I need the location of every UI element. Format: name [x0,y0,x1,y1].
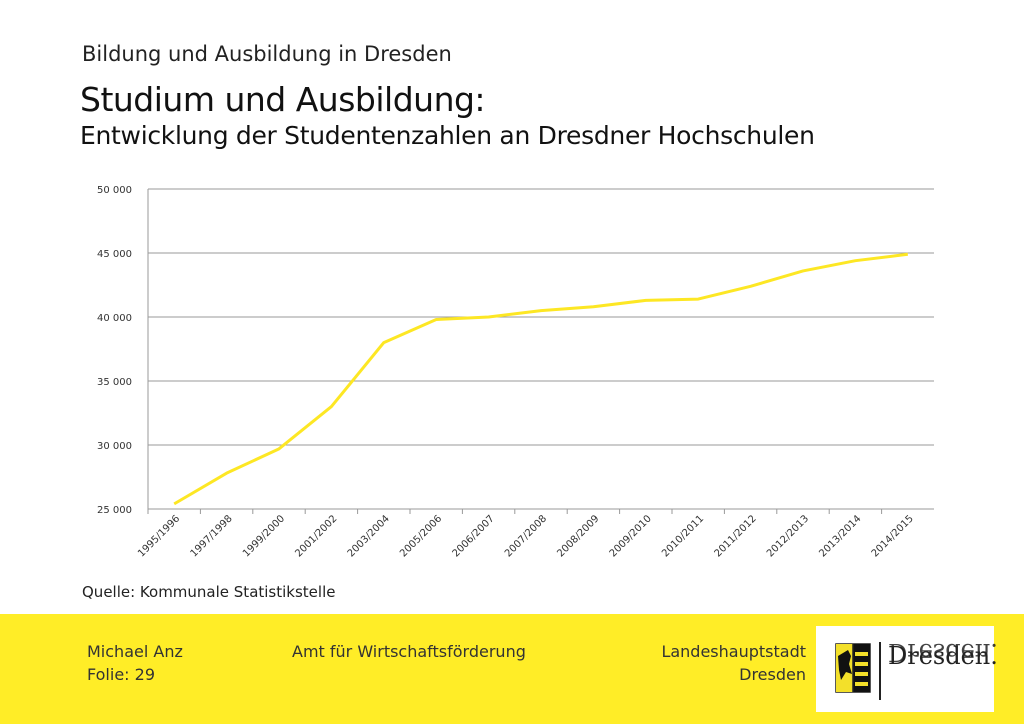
x-tick-label: 2006/2007 [451,513,497,559]
dresden-logo: Dresden. Dresden. [816,626,998,712]
x-tick-label: 2011/2012 [713,513,759,559]
y-tick-label: 40 000 [97,313,132,324]
footer-author: Michael Anz [87,642,183,661]
x-tick-label: 2005/2006 [398,513,444,559]
y-tick-label: 30 000 [97,441,132,452]
logo-wordmark-mirror: Dresden. [888,638,998,666]
y-tick-label: 45 000 [97,249,132,260]
x-tick-label: 1997/1998 [189,513,235,559]
x-tick-label: 2003/2004 [346,513,392,559]
coat-of-arms-icon [835,643,871,693]
x-tick-label: 2009/2010 [608,513,654,559]
x-tick-label: 2014/2015 [870,513,916,559]
x-tick-label: 2007/2008 [503,513,549,559]
y-tick-label: 50 000 [97,185,132,196]
line-chart: 25 000 30 000 35 000 40 000 45 000 50 000 199… [97,185,934,560]
logo-wordmark: Dresden. [888,642,998,670]
x-tick-label: 1999/2000 [241,513,287,559]
footer-city-line2: Dresden [739,665,806,684]
axis [147,189,883,514]
y-tick-labels: 25 000 30 000 35 000 40 000 45 000 50 000 [97,185,132,516]
source-note: Quelle: Kommunale Statistikstelle [82,583,336,601]
x-tick-label: 2008/2009 [555,513,601,559]
series-line [173,252,908,506]
footer-slide-number: Folie: 29 [87,665,155,684]
y-tick-label: 25 000 [97,505,132,516]
logo-divider [879,642,881,700]
x-tick-label: 2012/2013 [765,513,811,559]
footer-city-line1: Landeshauptstadt [661,642,806,661]
series-lines [173,252,908,506]
header-kicker: Bildung und Ausbildung in Dresden [82,42,452,66]
grid-lines [148,188,934,510]
footer-bar: Michael Anz Folie: 29 Amt für Wirtschaft… [0,614,1024,724]
x-tick-label: 2001/2002 [293,513,339,559]
y-tick-label: 35 000 [97,377,132,388]
footer-department: Amt für Wirtschaftsförderung [292,642,526,661]
x-tick-labels: 1995/1996 1997/1998 1999/2000 2001/2002 2003… [136,513,916,559]
x-tick-label: 2010/2011 [660,513,706,559]
x-tick-label: 2013/2014 [817,513,863,559]
page-title: Studium und Ausbildung: [80,80,486,119]
x-tick-label: 1995/1996 [136,513,182,559]
page-subtitle: Entwicklung der Studentenzahlen an Dresd… [80,121,815,150]
